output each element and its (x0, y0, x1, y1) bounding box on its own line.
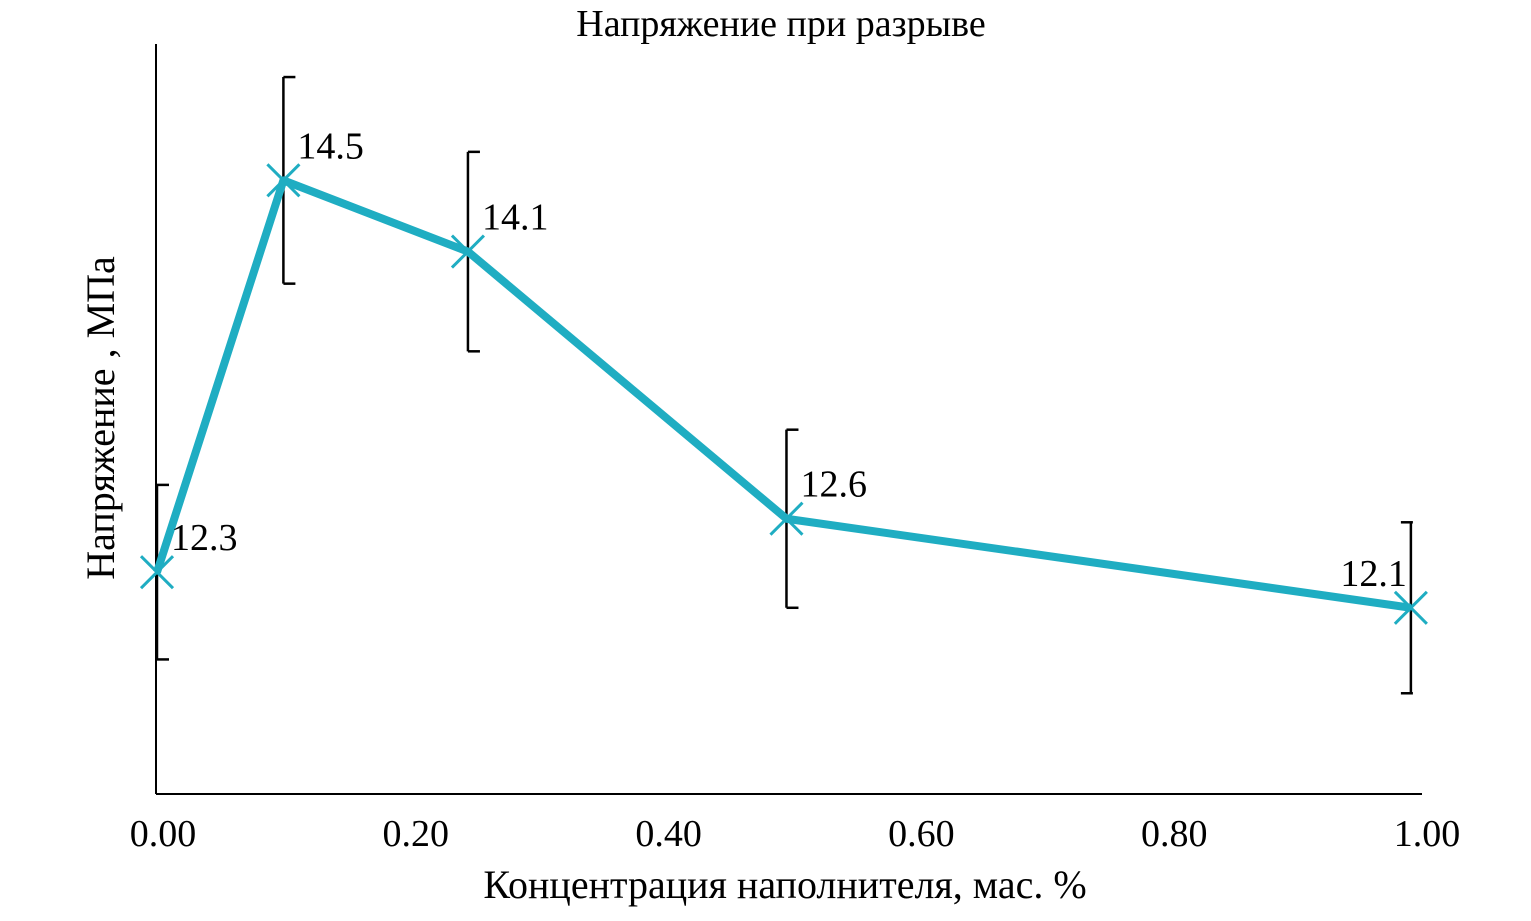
data-label: 14.5 (297, 125, 364, 167)
data-point-marker (139, 555, 175, 590)
x-axis-label: Концентрация наполнителя, мас. % (483, 862, 1086, 907)
data-point-marker (769, 501, 804, 536)
x-tick-label: 1.00 (1394, 813, 1461, 855)
x-tick-label: 0.80 (1141, 813, 1208, 855)
data-label: 12.1 (1340, 553, 1407, 595)
x-tick-label: 0.20 (383, 813, 450, 855)
data-label: 12.3 (171, 517, 238, 559)
y-axis-label: Напряжение , МПа (78, 256, 123, 580)
x-tick-label: 0.40 (635, 813, 702, 855)
data-label: 14.1 (482, 197, 548, 239)
data-label: 12.6 (800, 464, 867, 506)
x-tick-label: 0.60 (888, 813, 955, 855)
data-point-marker (1393, 590, 1428, 625)
chart-title: Напряжение при разрыве (576, 3, 985, 45)
series-line (153, 176, 1412, 612)
data-point-marker (450, 234, 486, 269)
data-point-marker (266, 163, 301, 198)
x-tick-label: 0.00 (130, 813, 197, 855)
